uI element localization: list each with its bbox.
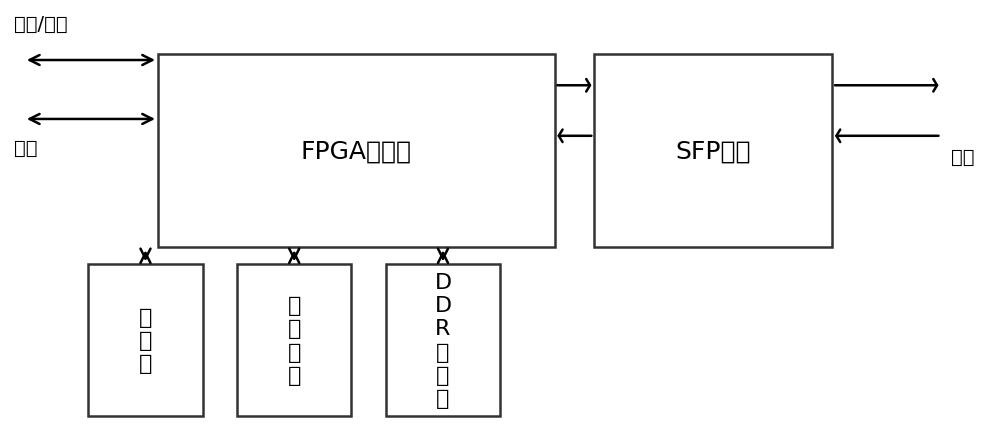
Text: 数据/地址: 数据/地址 <box>14 15 68 34</box>
Text: 光纤: 光纤 <box>951 148 975 167</box>
Text: SFP模块: SFP模块 <box>675 139 751 163</box>
Text: 存
储
器: 存 储 器 <box>139 307 152 373</box>
Text: 控制: 控制 <box>14 138 38 157</box>
Bar <box>237 264 351 416</box>
Text: FPGA处理器: FPGA处理器 <box>301 139 412 163</box>
Bar <box>594 55 832 248</box>
Text: 配
置
芯
片: 配 置 芯 片 <box>288 295 301 385</box>
Bar <box>158 55 555 248</box>
Bar <box>88 264 203 416</box>
Text: D
D
R
存
储
器: D D R 存 储 器 <box>434 272 452 408</box>
Bar <box>386 264 500 416</box>
